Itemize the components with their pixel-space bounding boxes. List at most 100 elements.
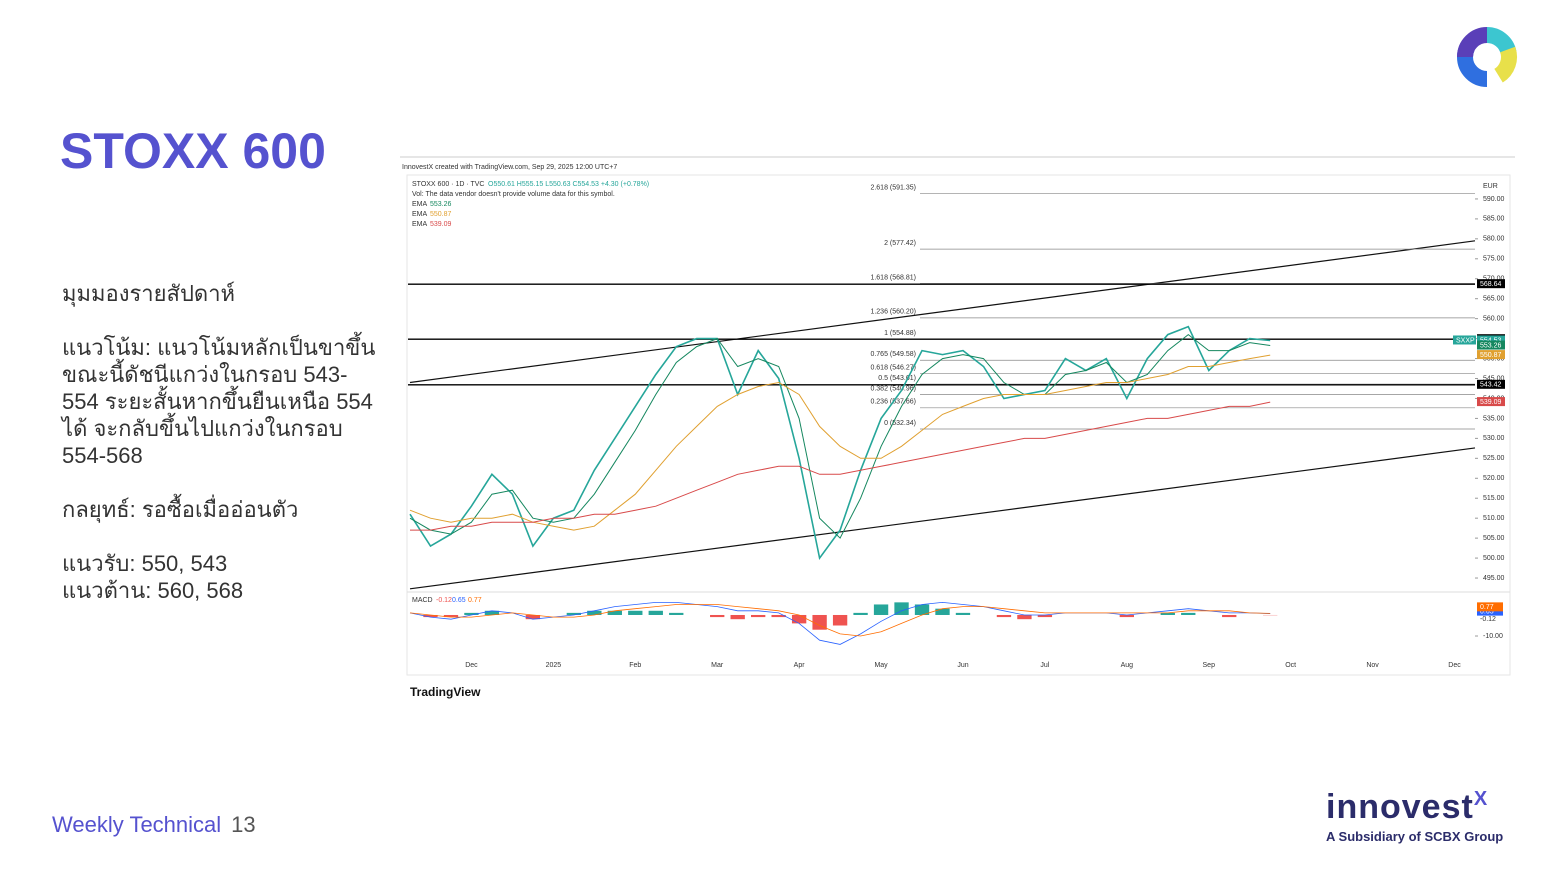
macd-bar <box>484 610 500 615</box>
macd-value: 0.65 <box>452 597 466 604</box>
macd-bar <box>1119 614 1134 618</box>
price-tag <box>1477 397 1505 407</box>
macd-bar <box>996 614 1012 618</box>
support: แนวรับ: 550, 543 <box>62 551 228 576</box>
macd-bar <box>1181 612 1196 615</box>
series-line <box>410 401 1271 531</box>
macd-bar <box>607 610 622 615</box>
macd-bar <box>1017 614 1032 620</box>
trendline <box>409 447 1476 590</box>
macd-value: -0.12 <box>436 597 452 604</box>
y-tick-label: 580.00 <box>1483 236 1505 243</box>
legend-name: EMA <box>412 221 428 228</box>
series-line <box>409 354 1271 531</box>
heading: มุมมองรายสัปดาห์ <box>62 281 236 306</box>
symbol: STOXX 600 · 1D · TVC <box>412 181 485 188</box>
macd-label: MACD <box>412 597 433 604</box>
x-tick-label: Dec <box>465 662 478 669</box>
symbol-tag <box>1453 335 1476 345</box>
fib-label: 2.618 (591.35) <box>870 184 916 191</box>
macd-value: 0.77 <box>468 597 482 604</box>
macd-bar <box>873 604 889 615</box>
price-tag <box>1477 350 1505 360</box>
macd-bar <box>791 614 807 624</box>
x-tick-label: Dec <box>1448 662 1461 669</box>
currency: EUR <box>1483 183 1498 190</box>
x-tick-label: Aug <box>1121 662 1134 669</box>
y-tick-label: 530.00 <box>1483 435 1505 442</box>
macd-bar <box>853 612 868 615</box>
y-tick-label: 510.00 <box>1483 515 1505 522</box>
x-tick-label: Sep <box>1203 662 1216 669</box>
page-number: 13 <box>231 812 256 837</box>
symbol-tag-label: SXXP <box>1456 337 1475 344</box>
macd-tag-label: 0.65 <box>1480 608 1494 615</box>
macd-bar <box>669 612 684 615</box>
x-tick-label: May <box>874 662 888 669</box>
macd-bar <box>771 614 786 618</box>
price-tag <box>1477 340 1505 350</box>
y-tick-label: 585.00 <box>1483 216 1505 223</box>
trend-line: 554-568 <box>62 443 143 468</box>
macd-bar <box>730 614 745 620</box>
macd-bar <box>566 612 582 615</box>
price-tag-label: 553.26 <box>1480 342 1502 349</box>
x-tick-label: Feb <box>629 662 641 669</box>
y-tick-label: 575.00 <box>1483 256 1505 263</box>
x-tick-label: Nov <box>1366 662 1379 669</box>
resistance: แนวต้าน: 560, 568 <box>62 578 244 603</box>
macd-bar <box>812 614 827 630</box>
trend-line: 554 ระยะสั้นหากขึ้นยืนเหนือ 554 <box>62 389 373 414</box>
created-note: InnovestX created with TradingView.com, … <box>402 164 617 171</box>
macd-bar <box>1160 612 1175 615</box>
y-tick-label: 495.00 <box>1483 575 1505 582</box>
price-tag-label: 543.42 <box>1480 382 1502 389</box>
trend-line: แนวโน้ม: แนวโน้มหลักเป็นขาขึ้น <box>62 335 376 360</box>
price-tag <box>1477 335 1505 345</box>
fib-label: 0.618 (546.27) <box>870 364 916 371</box>
macd-bar <box>710 614 725 618</box>
x-tick-label: Mar <box>711 662 724 669</box>
logo: innovestX A Subsidiary of SCBX Group <box>1326 788 1503 844</box>
macd-bar <box>423 614 438 618</box>
price-tag-label: 550.87 <box>1480 352 1502 359</box>
fib-label: 1 (554.88) <box>884 330 916 337</box>
x-tick-label: Jul <box>1040 662 1049 669</box>
legend-value: 539.09 <box>430 221 452 228</box>
y-tick-label: 570.00 <box>1483 276 1505 283</box>
price-tag <box>1477 379 1505 389</box>
footer-label: Weekly Technical <box>52 812 222 837</box>
x-tick-label: Apr <box>794 662 806 669</box>
price-tag-label: 568.64 <box>1480 281 1502 288</box>
macd-tag <box>1477 614 1503 624</box>
x-tick-label: Oct <box>1285 662 1296 669</box>
commentary: มุมมองรายสัปดาห์ แนวโน้ม: แนวโน้มหลักเป็… <box>62 280 375 604</box>
trendline <box>409 240 1476 384</box>
macd-tag-label: -0.12 <box>1480 616 1496 623</box>
trend-line: ได้ จะกลับขึ้นไปแกว่งในกรอบ <box>62 416 343 441</box>
fib-label: 0.5 (543.61) <box>878 375 916 382</box>
macd-bar <box>587 610 602 615</box>
fib-label: 0 (532.34) <box>884 420 916 427</box>
macd-bar <box>525 614 541 620</box>
fib-label: 2 (577.42) <box>884 240 916 247</box>
y-tick-label: -10.00 <box>1483 633 1503 640</box>
fib-label: 1.236 (560.20) <box>870 309 916 316</box>
x-tick-label: Jun <box>957 662 968 669</box>
trend: แนวโน้ม: แนวโน้มหลักเป็นขาขึ้น ขณะนี้ดัช… <box>62 334 375 469</box>
legend-name: EMA <box>412 211 428 218</box>
macd-bar <box>1037 614 1053 618</box>
y-tick-label: 500.00 <box>1483 555 1505 562</box>
brand-mark <box>1457 27 1517 87</box>
macd-bar <box>464 612 479 615</box>
macd-tag-label: 0.77 <box>1480 604 1494 611</box>
y-tick-label: 505.00 <box>1483 535 1505 542</box>
volume-note: Vol: The data vendor doesn't provide vol… <box>412 191 615 198</box>
macd-bar <box>1222 614 1237 618</box>
macd-bar <box>751 614 766 618</box>
price-tag <box>1477 279 1505 289</box>
footer: Weekly Technical 13 <box>52 812 256 838</box>
macd-bar <box>894 602 909 615</box>
y-tick-label: 590.00 <box>1483 196 1505 203</box>
